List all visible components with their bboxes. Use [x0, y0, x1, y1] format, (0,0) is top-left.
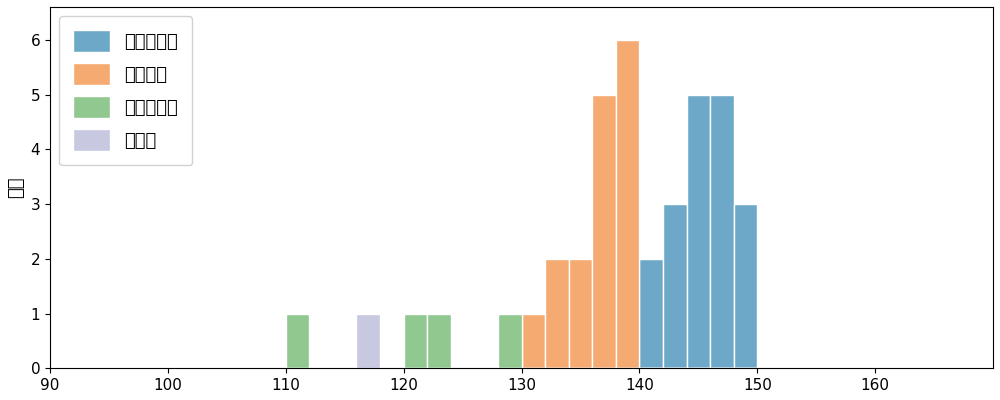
- Legend: ストレート, フォーク, スライダー, カーブ: ストレート, フォーク, スライダー, カーブ: [59, 16, 192, 166]
- Bar: [427, 314, 451, 368]
- Y-axis label: 球数: 球数: [7, 177, 25, 198]
- Bar: [639, 259, 663, 368]
- Bar: [592, 94, 616, 368]
- Bar: [545, 259, 569, 368]
- Bar: [522, 314, 545, 368]
- Bar: [710, 94, 734, 368]
- Bar: [404, 314, 427, 368]
- Bar: [663, 204, 687, 368]
- Bar: [687, 94, 710, 368]
- Bar: [356, 314, 380, 368]
- Bar: [569, 259, 592, 368]
- Bar: [616, 40, 639, 368]
- Bar: [286, 314, 309, 368]
- Bar: [734, 204, 757, 368]
- Bar: [498, 314, 522, 368]
